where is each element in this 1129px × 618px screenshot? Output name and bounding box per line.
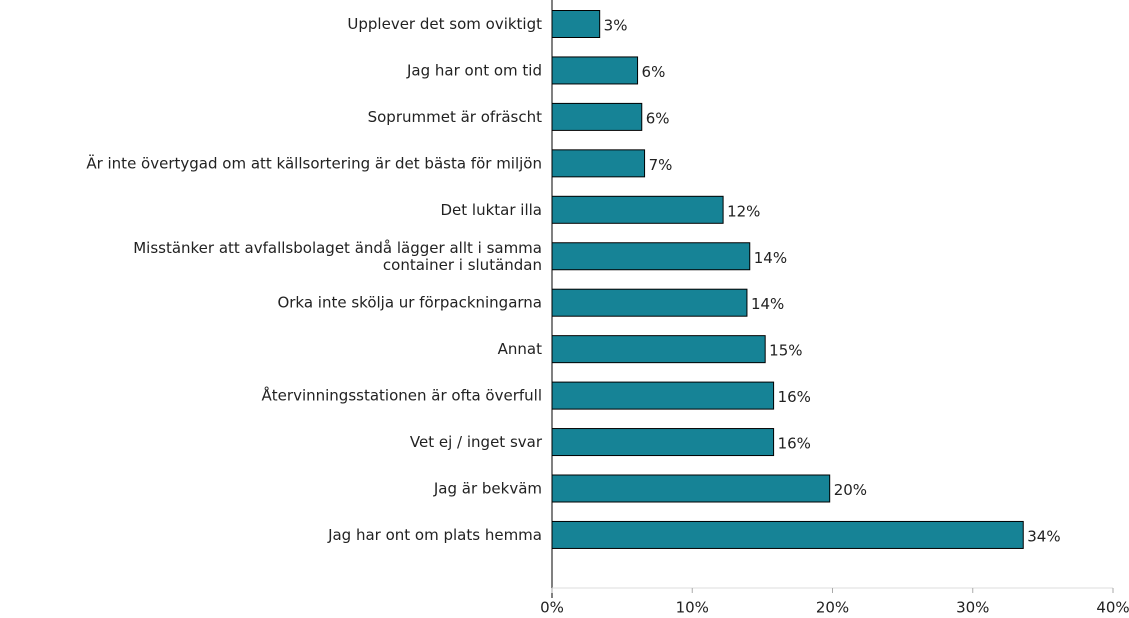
bar: [551, 381, 775, 410]
data-label: 14%: [751, 295, 784, 313]
y-tick-label: Orka inte skölja ur förpackningarna: [277, 293, 542, 311]
bar: [551, 10, 601, 38]
bar: [551, 242, 751, 271]
data-label: 14%: [754, 249, 787, 267]
y-tick-label: Annat: [498, 340, 542, 358]
data-label: 34%: [1027, 527, 1060, 545]
x-tick-label: 10%: [676, 599, 709, 617]
y-tick-label: Misstänker att avfallsbolaget ändå lägge…: [133, 238, 542, 273]
data-label: 3%: [604, 17, 628, 35]
data-label: 7%: [649, 156, 673, 174]
bar: [551, 149, 646, 178]
x-tick-label: 30%: [956, 599, 989, 617]
bar: [551, 56, 639, 85]
y-tick-label: Jag har ont om plats hemma: [327, 525, 542, 543]
bar: [551, 288, 748, 317]
bar: [551, 335, 766, 364]
y-tick-label: Är inte övertygad om att källsortering ä…: [86, 153, 542, 172]
bar: [551, 474, 831, 503]
y-tick-label: Vet ej / inget svar: [410, 433, 543, 451]
bar: [551, 520, 1024, 549]
data-label: 6%: [642, 63, 666, 81]
y-tick-label: Återvinningsstationen är ofta överfull: [262, 385, 542, 404]
data-label: 12%: [727, 202, 760, 220]
y-tick-label: Det luktar illa: [441, 200, 543, 218]
x-tick-label: 0%: [540, 599, 564, 617]
y-tick-label: Upplever det som oviktigt: [347, 15, 542, 33]
y-tick-label: Jag är bekväm: [433, 479, 542, 497]
data-label: 20%: [834, 481, 867, 499]
bar: [551, 195, 724, 224]
y-tick-label: Soprummet är ofräscht: [368, 107, 543, 125]
data-label: 15%: [769, 342, 802, 360]
data-label: 16%: [778, 435, 811, 453]
x-tick-label: 20%: [816, 599, 849, 617]
data-label: 6%: [646, 109, 670, 127]
data-label: 16%: [778, 388, 811, 406]
bar: [551, 428, 775, 457]
bar: [551, 102, 643, 131]
y-tick-label: Jag har ont om tid: [406, 61, 542, 79]
x-tick-label: 40%: [1096, 599, 1129, 617]
